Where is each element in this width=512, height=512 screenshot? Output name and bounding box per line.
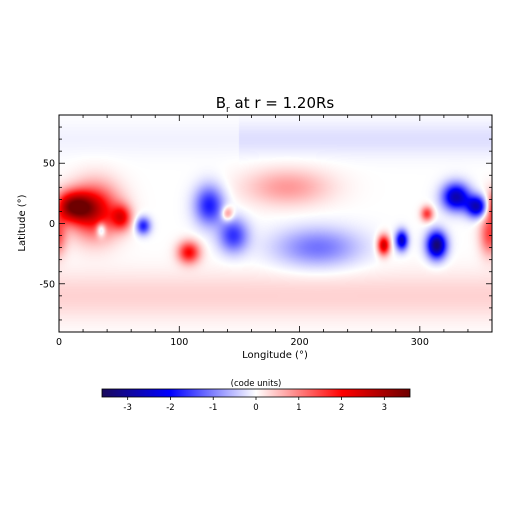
x-tick-label: 0 [56, 337, 62, 348]
title-subscript: r [226, 105, 230, 115]
colorbar-tick-label: -1 [209, 403, 217, 413]
colorbar-ticks: -3 -2 -1 0 1 2 3 [123, 397, 387, 413]
y-tick-label: -50 [39, 279, 55, 290]
map-ticks: 0 100 200 300 -50 0 50 [39, 114, 493, 348]
y-axis-label: Latitude (°) [17, 194, 28, 251]
colorbar-tick-label: -3 [123, 403, 131, 413]
x-tick-label: 300 [411, 337, 429, 348]
chart-title: Br at r = 1.20Rs [216, 94, 335, 115]
colorbar-tick-label: 0 [253, 403, 258, 413]
x-tick-label: 200 [290, 337, 308, 348]
colorbar-label: (code units) [231, 379, 282, 389]
colorbar-tick-label: 1 [296, 403, 301, 413]
x-tick-label: 100 [170, 337, 188, 348]
colorbar [101, 388, 411, 398]
y-tick-label: 0 [49, 219, 55, 230]
title-rest: at r = 1.20Rs [230, 94, 335, 112]
colorbar-tick-label: 3 [382, 403, 387, 413]
heatmap-canvas [59, 115, 492, 332]
x-axis-label: Longitude (°) [242, 350, 308, 361]
colorbar-tick-label: -2 [166, 403, 174, 413]
y-tick-label: 50 [43, 159, 55, 170]
colorbar-tick-label: 2 [339, 403, 344, 413]
